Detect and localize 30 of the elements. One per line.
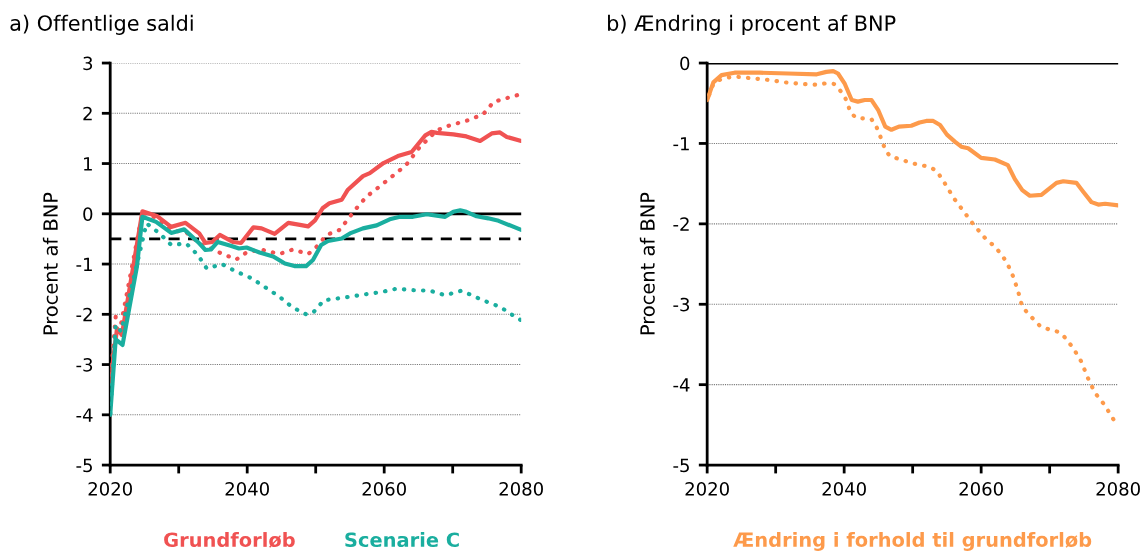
x-tick-label: 2040 — [225, 482, 269, 496]
x-tick-label: 2020 — [88, 482, 132, 496]
y-tick-label: 2 — [83, 106, 92, 121]
text: Scenarie C — [345, 532, 459, 548]
y-tick-label: -5 — [76, 458, 92, 473]
y-tick-label: 3 — [83, 56, 93, 71]
y-tick-label: -2 — [673, 217, 689, 231]
text: Grundforløb — [164, 532, 295, 548]
y-tick-label: -2 — [76, 307, 92, 322]
y-tick-label: -3 — [76, 358, 93, 372]
y-tick-label: -1 — [673, 137, 689, 151]
x-tick-label: 2020 — [685, 482, 729, 496]
y-tick-label: 0 — [83, 207, 93, 221]
y-tick-label: 1 — [84, 157, 92, 171]
y-axis-title: Procent af BNP — [639, 192, 655, 335]
chart-title: b) Ændring i procent af BNP — [608, 14, 896, 35]
text: Ændring i forhold til grundforløb — [733, 531, 1092, 551]
y-axis-title: Procent af BNP — [42, 192, 58, 335]
y-tick-label: 0 — [680, 56, 690, 71]
x-tick-label: 2080 — [1096, 482, 1140, 496]
y-tick-label: -4 — [673, 378, 690, 392]
x-tick-label: 2060 — [959, 482, 1003, 496]
y-tick-label: -3 — [673, 297, 690, 312]
x-tick-label: 2080 — [499, 482, 543, 496]
y-tick-label: -1 — [76, 257, 92, 271]
x-tick-label: 2040 — [822, 482, 866, 496]
y-tick-label: -4 — [76, 408, 93, 422]
chart-title: a) Offentlige saldi — [10, 14, 193, 35]
y-tick-label: -5 — [673, 458, 689, 473]
x-tick-label: 2060 — [362, 482, 406, 496]
